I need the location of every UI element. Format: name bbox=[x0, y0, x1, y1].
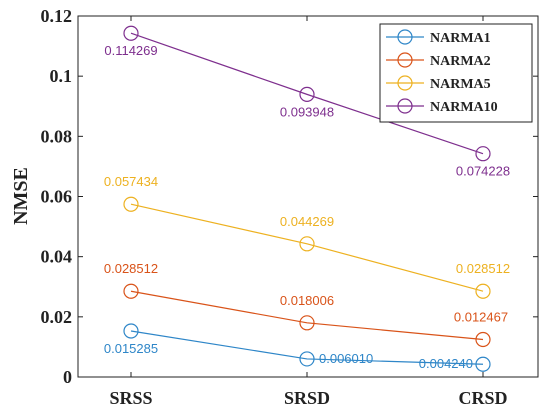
data-point-marker bbox=[299, 315, 315, 331]
data-point-marker bbox=[299, 351, 315, 367]
data-label: 0.028512 bbox=[104, 261, 158, 276]
series-line-narma10 bbox=[130, 32, 484, 155]
data-label: 0.114269 bbox=[104, 43, 157, 58]
legend-label: NARMA5 bbox=[430, 77, 491, 92]
axes: 0 0.02 0.04 0.06 0.08 0.1 0.12 SRSS SRSD CRSD NMSE bbox=[10, 6, 539, 408]
data-label: 0.004240 bbox=[419, 356, 473, 371]
data-point-marker bbox=[475, 356, 491, 372]
data-label: 0.006010 bbox=[319, 351, 373, 366]
data-label: 0.093948 bbox=[280, 104, 334, 119]
legend-label: NARMA1 bbox=[430, 31, 491, 46]
data-label: 0.015285 bbox=[104, 341, 158, 356]
data-label: 0.012467 bbox=[454, 309, 508, 324]
data-point-marker bbox=[123, 283, 139, 299]
data-point-marker bbox=[123, 323, 139, 339]
data-label: 0.057434 bbox=[104, 174, 158, 189]
y-tick-label: 0.08 bbox=[41, 126, 73, 146]
legend-marker bbox=[397, 29, 413, 45]
data-point-marker bbox=[475, 146, 491, 162]
series-line-narma5 bbox=[130, 203, 484, 292]
data-label: 0.018006 bbox=[280, 293, 334, 308]
y-tick-label: 0.1 bbox=[50, 66, 73, 86]
legend-label: NARMA10 bbox=[430, 100, 498, 115]
series-line-narma1 bbox=[130, 330, 484, 365]
y-tick-label: 0.06 bbox=[41, 187, 73, 207]
data-point-marker bbox=[299, 236, 315, 252]
data-label: 0.044269 bbox=[280, 214, 334, 229]
x-tick-label: CRSD bbox=[458, 388, 507, 408]
series-line-narma2 bbox=[130, 290, 484, 341]
data-labels-layer: 0.015285 0.006010 0.004240 0.028512 0.018006… bbox=[104, 43, 510, 371]
series-layer bbox=[123, 25, 491, 372]
legend-label: NARMA2 bbox=[430, 54, 491, 69]
data-point-marker bbox=[123, 196, 139, 212]
data-point-marker bbox=[475, 331, 491, 348]
y-tick-label: 0.04 bbox=[41, 247, 73, 267]
y-axis-label: NMSE bbox=[10, 167, 32, 225]
x-tick-label: SRSD bbox=[284, 388, 330, 408]
legend-marker bbox=[397, 75, 413, 91]
data-point-marker bbox=[299, 86, 315, 102]
data-point-marker bbox=[475, 283, 491, 299]
data-point-marker bbox=[123, 25, 139, 41]
y-tick-label: 0 bbox=[63, 367, 72, 387]
data-label: 0.028512 bbox=[456, 261, 510, 276]
legend: NARMA1 NARMA2 NARMA5 NARMA10 bbox=[379, 23, 533, 123]
legend-marker bbox=[397, 98, 413, 114]
x-tick-label: SRSS bbox=[109, 388, 152, 408]
data-label: 0.074228 bbox=[456, 164, 510, 179]
legend-marker bbox=[397, 52, 413, 68]
y-tick-label: 0.12 bbox=[41, 6, 73, 26]
y-tick-label: 0.02 bbox=[41, 307, 73, 327]
